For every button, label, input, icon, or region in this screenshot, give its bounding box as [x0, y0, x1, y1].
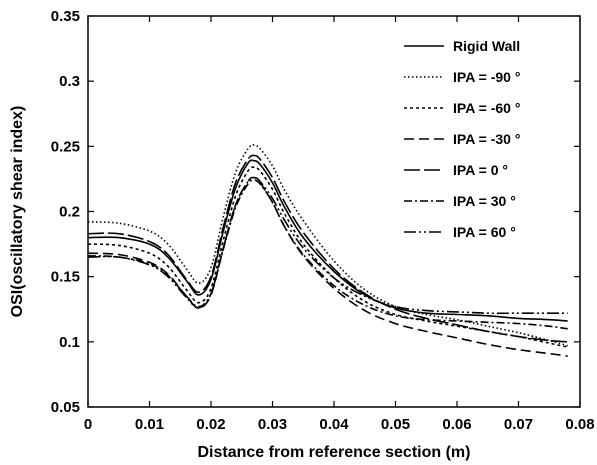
- legend-label: IPA = 30 °: [453, 193, 516, 209]
- x-tick-label: 0.01: [135, 416, 164, 433]
- y-tick-label: 0.3: [59, 73, 80, 90]
- axes: 0 0.01 0.02 0.03 0.04 0.05 0.06 0.07 0.08 0.05 0.1…: [51, 8, 595, 433]
- y-tick-label: 0.1: [59, 334, 80, 351]
- series-line-2: [87, 166, 568, 348]
- y-tick-label: 0.05: [51, 399, 80, 416]
- x-tick-label: 0.05: [381, 416, 410, 433]
- legend-label: Rigid Wall: [453, 38, 520, 54]
- y-tick-label: 0.25: [51, 138, 80, 155]
- series-line-6: [87, 176, 568, 315]
- x-tick-label: 0.08: [565, 416, 594, 433]
- x-tick-label: 0.04: [319, 416, 349, 433]
- y-axis-title: OSI(oscillatory shear index): [9, 106, 26, 318]
- y-tick-label: 0.2: [59, 204, 80, 221]
- legend-label: IPA = 60 °: [453, 224, 516, 240]
- series-line-4: [87, 154, 568, 343]
- x-tick-label: 0.02: [196, 416, 225, 433]
- x-tick-label: 0.06: [442, 416, 471, 433]
- series-lines: [87, 144, 568, 357]
- legend-label: IPA = -60 °: [453, 100, 520, 116]
- legend-label: IPA = -90 °: [453, 69, 520, 85]
- x-axis-title: Distance from reference section (m): [198, 444, 471, 461]
- series-line-0: [87, 159, 568, 322]
- y-tick-label: 0.35: [51, 8, 80, 25]
- y-tick-label: 0.15: [51, 269, 80, 286]
- legend: Rigid Wall IPA = -90 ° IPA = -60 ° IPA = -3…: [404, 38, 520, 240]
- legend-label: IPA = -30 °: [453, 131, 520, 147]
- legend-label: IPA = 0 °: [453, 162, 508, 178]
- x-tick-label: 0: [84, 416, 92, 433]
- series-line-3: [87, 176, 568, 357]
- series-line-5: [87, 179, 568, 330]
- x-tick-label: 0.03: [258, 416, 287, 433]
- x-tick-label: 0.07: [504, 416, 533, 433]
